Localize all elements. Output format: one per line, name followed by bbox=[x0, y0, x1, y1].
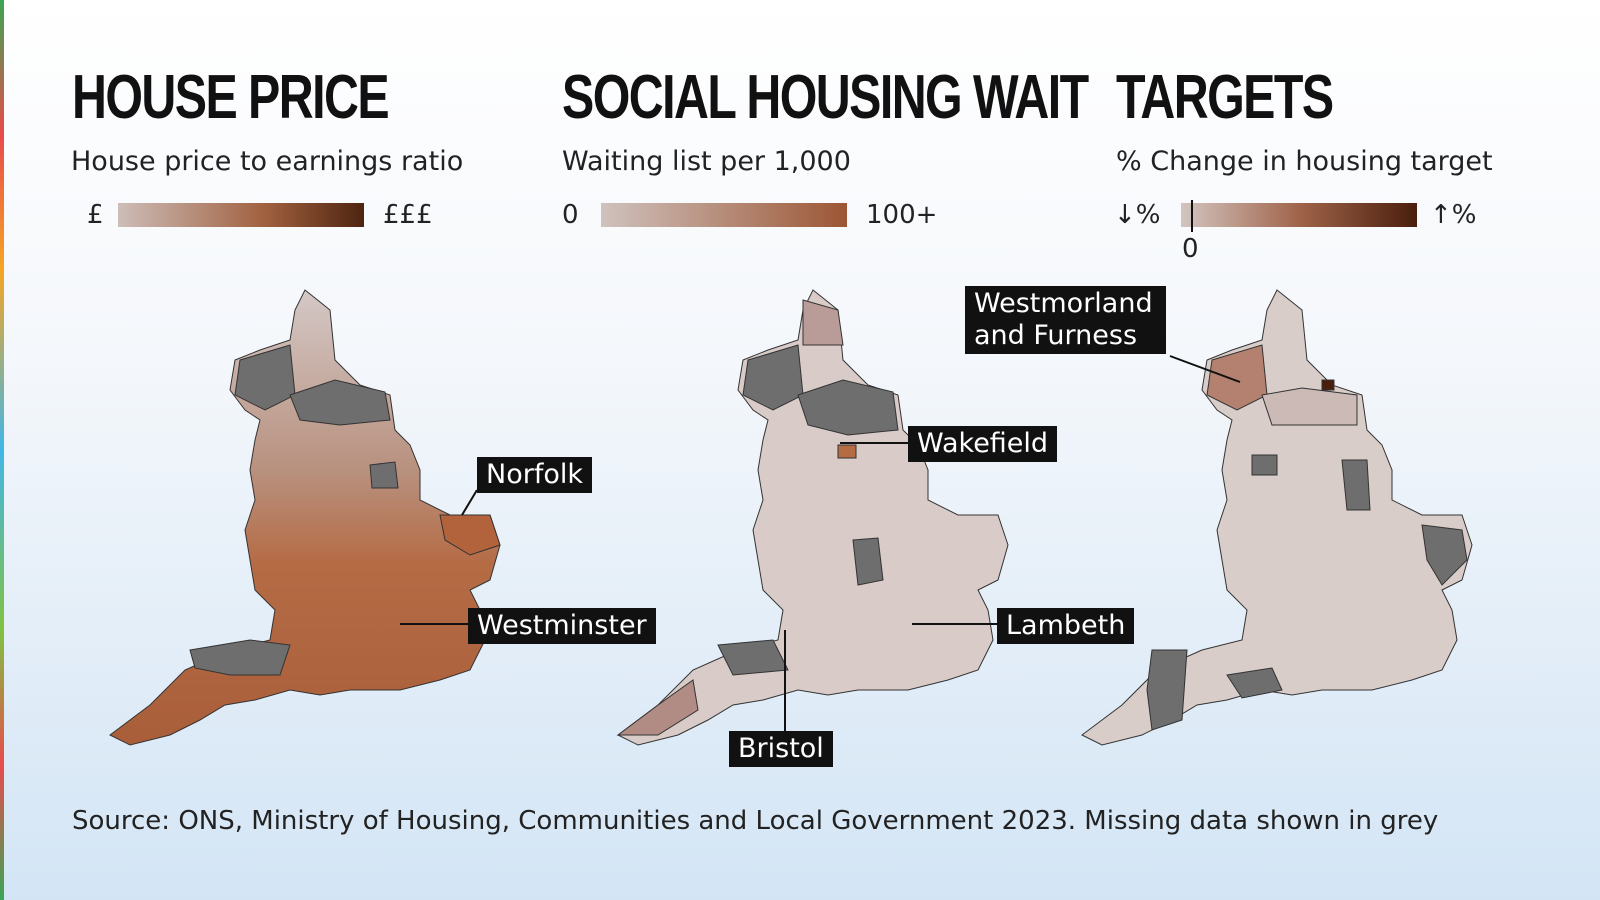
panel-title: HOUSE PRICE bbox=[72, 63, 390, 132]
legend-low: ↓% bbox=[1114, 200, 1161, 230]
panel-subtitle: Waiting list per 1,000 bbox=[562, 146, 851, 177]
legend-high: 100+ bbox=[866, 200, 938, 230]
callout: Norfolk bbox=[477, 457, 592, 493]
legend-zero: 0 bbox=[1182, 234, 1199, 264]
legend-low: £ bbox=[87, 200, 104, 230]
callout-lines bbox=[400, 355, 1241, 731]
legend-bar bbox=[118, 203, 364, 227]
legend-high: £££ bbox=[383, 200, 433, 230]
legend-bar bbox=[601, 203, 847, 227]
callout: Westmorland and Furness bbox=[965, 286, 1166, 354]
map-social-housing bbox=[616, 289, 1009, 746]
callout: Wakefield bbox=[908, 426, 1058, 462]
legend-low: 0 bbox=[562, 200, 579, 230]
panel-title: SOCIAL HOUSING WAIT bbox=[562, 63, 1089, 132]
map-targets bbox=[1081, 289, 1473, 746]
panel-subtitle: House price to earnings ratio bbox=[71, 146, 464, 177]
legend-high: ↑% bbox=[1430, 200, 1477, 230]
callout: Bristol bbox=[729, 731, 833, 767]
legend-bar bbox=[1181, 203, 1417, 227]
panel-subtitle: % Change in housing target bbox=[1116, 146, 1493, 177]
source-note: Source: ONS, Ministry of Housing, Commun… bbox=[72, 806, 1439, 836]
callout: Westminster bbox=[468, 608, 656, 644]
callout: Lambeth bbox=[997, 608, 1135, 644]
map-house-price bbox=[109, 289, 501, 746]
panel-title: TARGETS bbox=[1116, 63, 1334, 132]
edge-strip bbox=[0, 0, 4, 900]
